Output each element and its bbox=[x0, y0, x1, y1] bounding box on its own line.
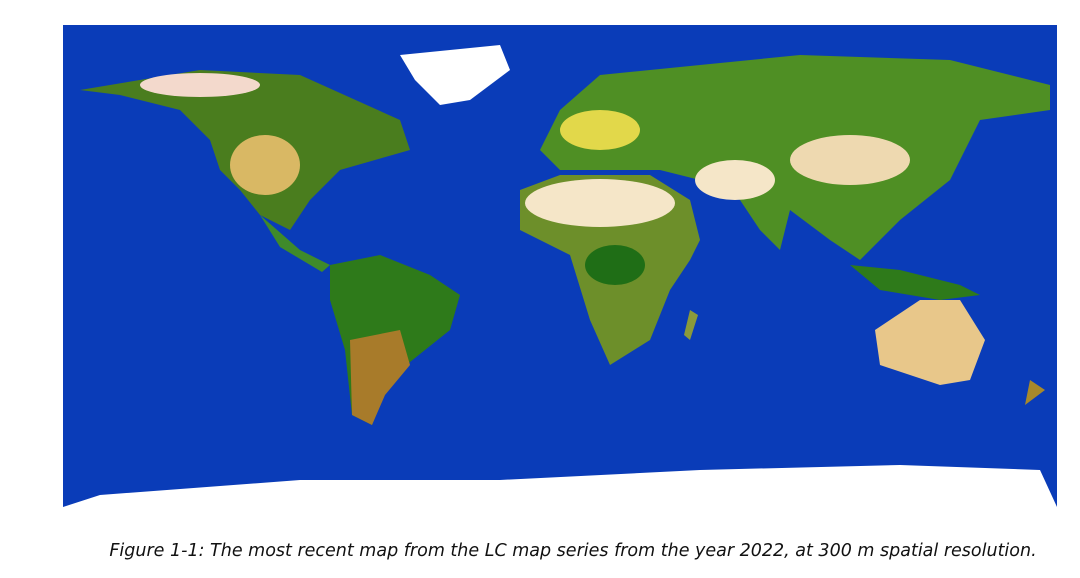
na-tundra bbox=[140, 73, 260, 97]
antarctica bbox=[63, 465, 1057, 507]
na-plains bbox=[230, 135, 300, 195]
continents bbox=[63, 45, 1057, 507]
congo bbox=[585, 245, 645, 285]
sa-south bbox=[350, 330, 410, 425]
arabia-desert bbox=[695, 160, 775, 200]
europe-crops bbox=[560, 110, 640, 150]
figure-caption: Figure 1-1: The most recent map from the… bbox=[109, 541, 1037, 561]
new-zealand bbox=[1025, 380, 1045, 405]
central-asia bbox=[790, 135, 910, 185]
sahara bbox=[525, 179, 675, 227]
madagascar bbox=[684, 310, 698, 340]
greenland bbox=[400, 45, 510, 105]
australia bbox=[875, 300, 985, 385]
central-america bbox=[260, 215, 330, 272]
land-cover-map bbox=[63, 25, 1057, 507]
se-asia-islands bbox=[850, 265, 980, 300]
